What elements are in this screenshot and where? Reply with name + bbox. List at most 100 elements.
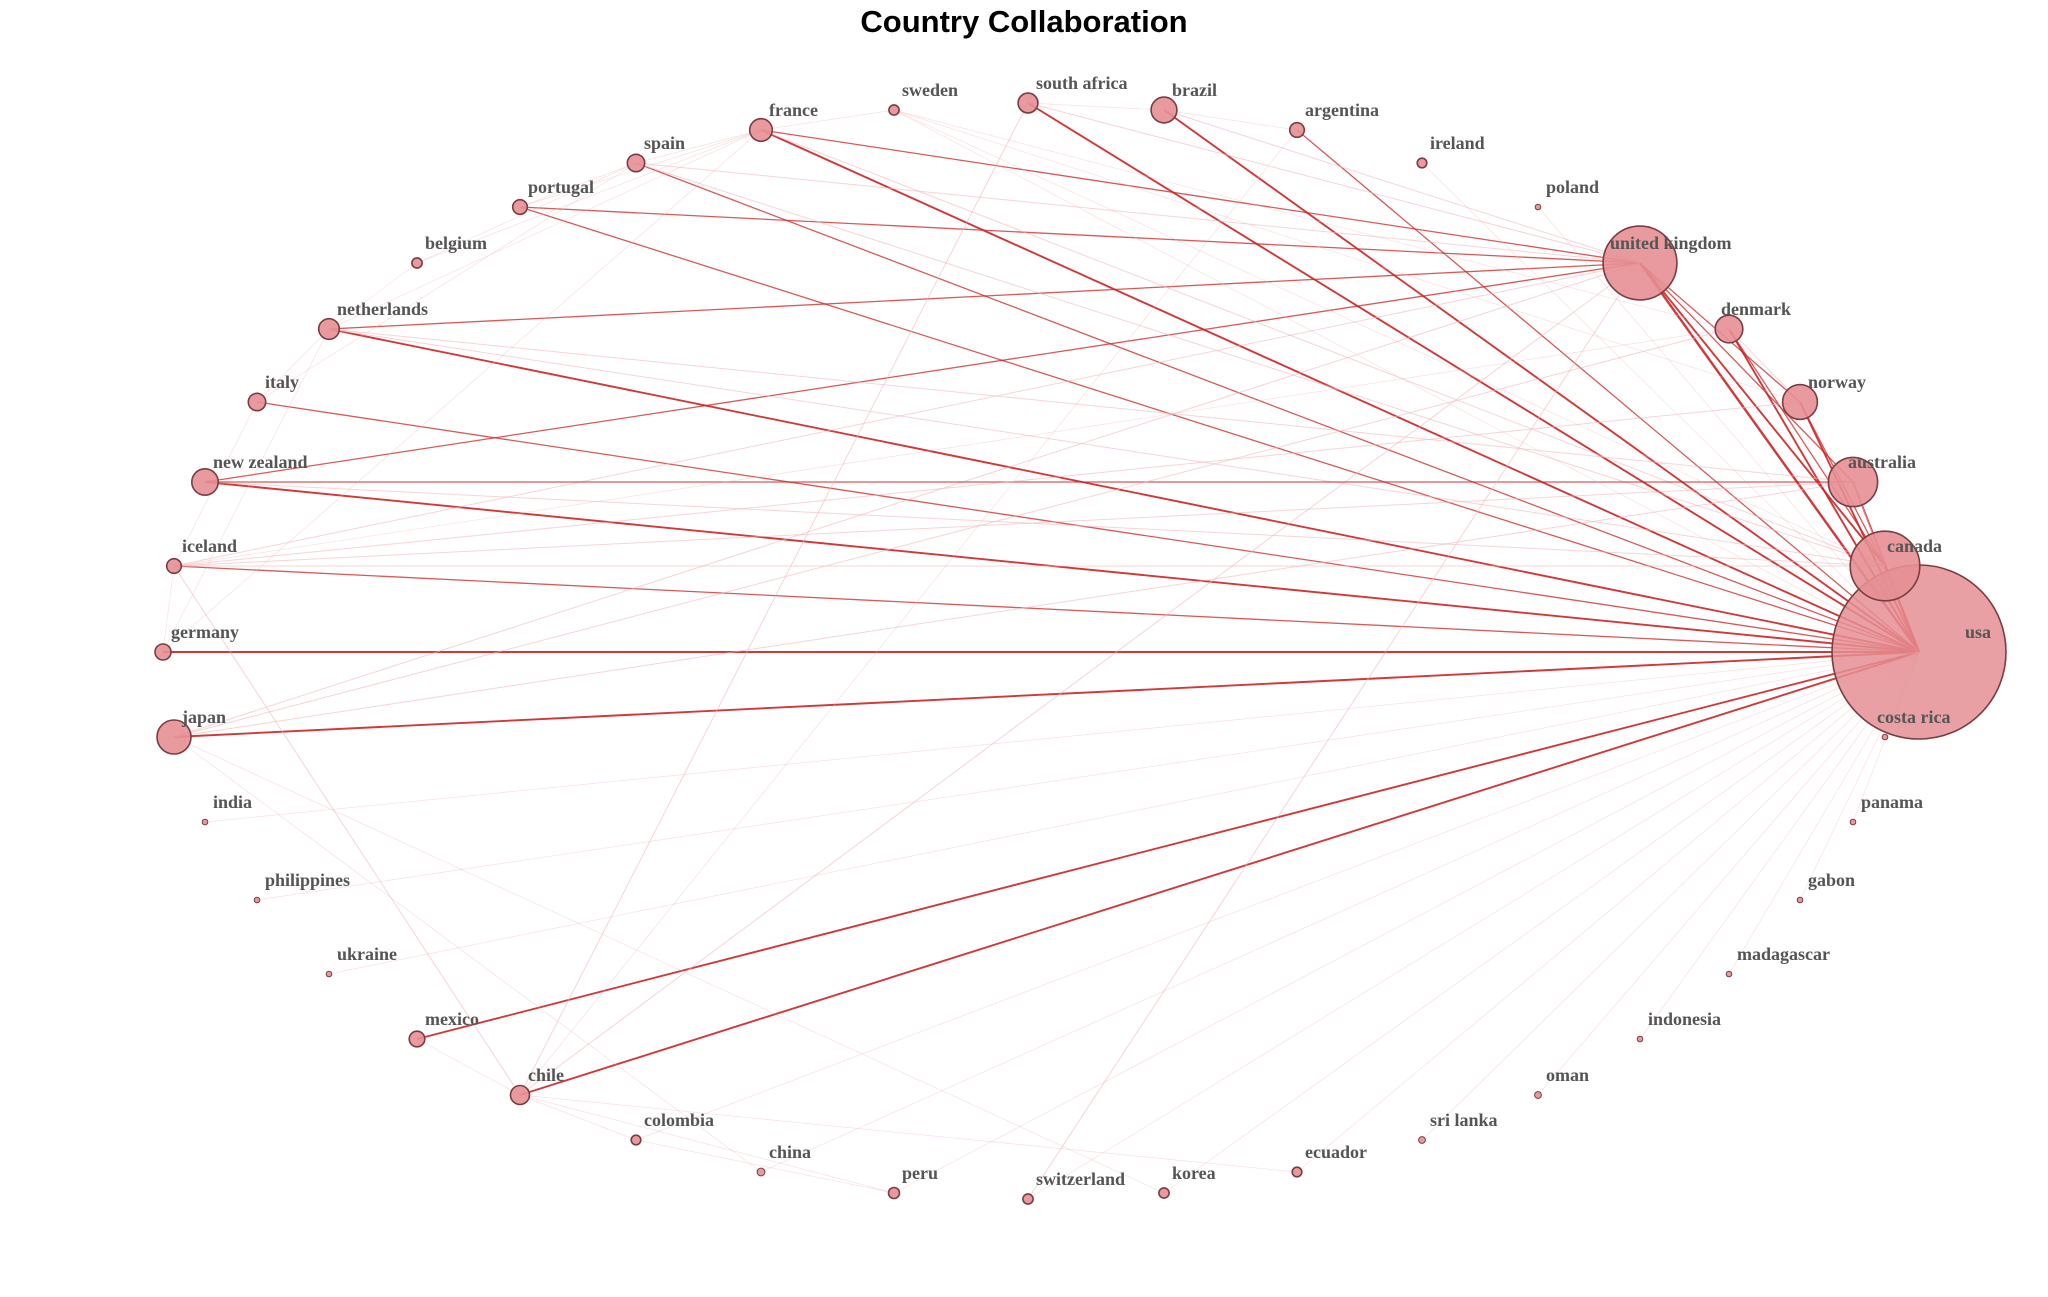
node-norway[interactable] bbox=[1781, 383, 1819, 421]
node-denmark[interactable] bbox=[1714, 314, 1744, 344]
node-label-gabon: gabon bbox=[1808, 870, 1855, 890]
node-colombia[interactable] bbox=[630, 1134, 642, 1146]
node-philippines[interactable] bbox=[253, 896, 261, 904]
node-france[interactable] bbox=[748, 117, 774, 143]
node-label-india: india bbox=[213, 792, 252, 812]
edge-italy-spain bbox=[256, 162, 637, 403]
node-netherlands[interactable] bbox=[317, 317, 341, 341]
node-ecuador[interactable] bbox=[1291, 1166, 1303, 1178]
node-madagascar[interactable] bbox=[1725, 970, 1733, 978]
edge-germany-iceland bbox=[162, 565, 175, 653]
node-label-argentina: argentina bbox=[1305, 100, 1379, 120]
edge-usa-new-zealand bbox=[204, 481, 1920, 653]
edge-germany-netherlands bbox=[162, 328, 330, 653]
edge-denmark-iceland bbox=[173, 328, 1730, 567]
node-australia[interactable] bbox=[1827, 456, 1879, 508]
edge-china-usa bbox=[760, 651, 1920, 1173]
edge-sweden-canada bbox=[893, 109, 1886, 567]
node-label-denmark: denmark bbox=[1721, 299, 1791, 319]
node-argentina[interactable] bbox=[1288, 121, 1306, 139]
node-poland[interactable] bbox=[1534, 203, 1542, 211]
edges-layer bbox=[162, 102, 1921, 1200]
edge-united-kingdom-netherlands bbox=[328, 262, 1641, 330]
nodes-layer bbox=[154, 92, 2007, 1205]
node-label-china: china bbox=[769, 1142, 811, 1162]
node-label-oman: oman bbox=[1546, 1065, 1589, 1085]
node-label-new-zealand: new zealand bbox=[213, 452, 308, 472]
edge-sweden-norway bbox=[893, 109, 1801, 403]
node-peru[interactable] bbox=[887, 1186, 901, 1200]
node-label-ireland: ireland bbox=[1430, 133, 1485, 153]
node-label-canada: canada bbox=[1887, 536, 1942, 556]
edge-sweden-france bbox=[760, 109, 895, 131]
edge-usa-argentina bbox=[1296, 129, 1920, 653]
edge-usa-italy bbox=[256, 401, 1920, 653]
edge-ecuador-chile bbox=[519, 1094, 1298, 1173]
node-japan[interactable] bbox=[156, 719, 192, 755]
edge-usa-japan bbox=[173, 651, 1920, 738]
edge-mexico-chile bbox=[416, 1038, 521, 1096]
node-label-united-kingdom: united kingdom bbox=[1610, 233, 1732, 253]
node-india[interactable] bbox=[201, 818, 209, 826]
node-italy[interactable] bbox=[247, 392, 267, 412]
node-label-costa-rica: costa rica bbox=[1877, 707, 1950, 727]
edge-belgium-spain bbox=[416, 162, 637, 264]
node-panama[interactable] bbox=[1849, 818, 1857, 826]
node-label-switzerland: switzerland bbox=[1036, 1169, 1125, 1189]
node-indonesia[interactable] bbox=[1636, 1035, 1644, 1043]
node-label-ecuador: ecuador bbox=[1305, 1142, 1367, 1162]
node-sweden[interactable] bbox=[888, 104, 900, 116]
edge-canada-france bbox=[760, 129, 1886, 567]
edge-belgium-france bbox=[416, 129, 762, 264]
node-label-poland: poland bbox=[1546, 177, 1599, 197]
node-belgium[interactable] bbox=[411, 257, 423, 269]
edge-united-kingdom-portugal bbox=[519, 206, 1641, 264]
node-united-kingdom[interactable] bbox=[1602, 225, 1678, 301]
node-south-africa[interactable] bbox=[1017, 92, 1039, 114]
edge-ukraine-usa bbox=[328, 651, 1920, 975]
node-china[interactable] bbox=[756, 1167, 766, 1177]
edge-switzerland-usa bbox=[1027, 651, 1920, 1200]
node-new-zealand[interactable] bbox=[191, 467, 220, 496]
edge-india-usa bbox=[204, 651, 1920, 823]
edge-australia-japan bbox=[173, 481, 1854, 738]
node-brazil[interactable] bbox=[1150, 96, 1178, 124]
edge-argentina-chile bbox=[519, 129, 1298, 1096]
node-spain[interactable] bbox=[626, 153, 646, 173]
edge-netherlands-italy bbox=[256, 328, 330, 403]
node-label-japan: japan bbox=[181, 707, 226, 727]
node-label-philippines: philippines bbox=[265, 870, 350, 890]
node-label-belgium: belgium bbox=[425, 233, 487, 253]
edge-denmark-japan bbox=[173, 328, 1730, 738]
node-label-indonesia: indonesia bbox=[1648, 1009, 1721, 1029]
edge-usa-iceland bbox=[173, 565, 1920, 653]
edge-chile-peru bbox=[519, 1094, 895, 1194]
node-canada[interactable] bbox=[1849, 530, 1921, 602]
edge-united-kingdom-australia bbox=[1639, 262, 1854, 483]
edge-sri-lanka-usa bbox=[1421, 651, 1920, 1141]
node-ireland[interactable] bbox=[1416, 157, 1428, 169]
node-label-sri-lanka: sri lanka bbox=[1430, 1110, 1498, 1130]
node-portugal[interactable] bbox=[511, 198, 529, 216]
node-label-colombia: colombia bbox=[644, 1110, 714, 1130]
node-costa-rica[interactable] bbox=[1881, 733, 1889, 741]
node-korea[interactable] bbox=[1158, 1187, 1170, 1199]
node-germany[interactable] bbox=[154, 643, 172, 661]
node-iceland[interactable] bbox=[165, 557, 183, 575]
node-mexico[interactable] bbox=[408, 1030, 426, 1048]
edge-united-kingdom-spain bbox=[635, 162, 1641, 264]
node-chile[interactable] bbox=[509, 1084, 531, 1106]
node-ukraine[interactable] bbox=[325, 970, 333, 978]
node-label-netherlands: netherlands bbox=[337, 299, 428, 319]
edge-france-spain bbox=[635, 129, 762, 164]
node-switzerland[interactable] bbox=[1022, 1193, 1034, 1205]
edge-brazil-argentina bbox=[1163, 109, 1298, 131]
edge-canada-denmark bbox=[1728, 328, 1886, 567]
edge-united-kingdom-brazil bbox=[1163, 109, 1641, 264]
node-gabon[interactable] bbox=[1796, 896, 1804, 904]
edge-korea-usa bbox=[1163, 651, 1920, 1194]
node-sri-lanka[interactable] bbox=[1418, 1136, 1426, 1144]
node-label-peru: peru bbox=[902, 1163, 938, 1183]
node-oman[interactable] bbox=[1534, 1091, 1542, 1099]
